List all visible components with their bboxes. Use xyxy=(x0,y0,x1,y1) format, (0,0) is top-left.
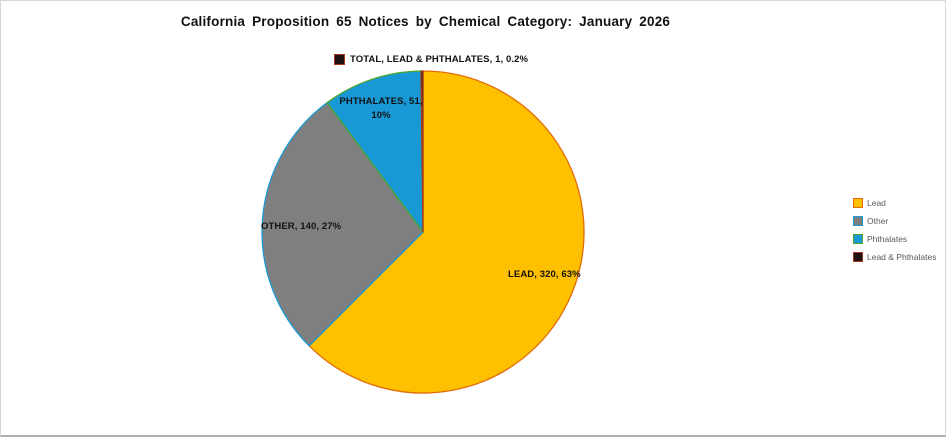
legend-label: Lead & Phthalates xyxy=(867,251,937,262)
pie-slice-other[interactable] xyxy=(261,101,424,347)
legend-item-phthalates[interactable]: Phthalates xyxy=(853,233,936,244)
data-label-phthalates: PHTHALATES, 51, 10% xyxy=(338,95,424,123)
data-label-lead: LEAD, 320, 63% xyxy=(508,269,581,280)
data-label-lead-and-phthalates: TOTAL, LEAD & PHTHALATES, 1, 0.2% xyxy=(334,54,528,65)
pie-slice-lead-phthalates[interactable] xyxy=(420,70,424,233)
data-label-text: TOTAL, LEAD & PHTHALATES, 1, 0.2% xyxy=(350,54,529,65)
data-label-text: PHTHALATES, 51, xyxy=(339,96,423,107)
legend-item-lead[interactable]: Lead xyxy=(853,197,936,208)
legend-item-lead-and-phthalates[interactable]: Lead & Phthalates xyxy=(853,251,936,262)
lead-and-phthalates-marker-icon xyxy=(334,54,345,65)
lead-swatch-icon xyxy=(853,197,863,208)
lead-and-phthalates-swatch-icon xyxy=(853,251,863,262)
pie-slice-lead[interactable] xyxy=(308,70,585,394)
pie-slice-phthalates[interactable] xyxy=(326,70,424,235)
legend-label: Other xyxy=(867,215,889,226)
legend-item-other[interactable]: Other xyxy=(853,215,936,226)
phthalates-swatch-icon xyxy=(853,233,863,244)
other-swatch-icon xyxy=(853,215,863,226)
legend-label: Lead xyxy=(867,197,886,208)
data-label-other: OTHER, 140, 27% xyxy=(261,221,342,232)
legend-label: Phthalates xyxy=(867,233,908,244)
data-label-text: 10% xyxy=(371,110,391,121)
chart-legend: Lead Other Phthalates Lead & Phthalates xyxy=(853,197,936,262)
chart-title: California Proposition 65 Notices by Che… xyxy=(180,14,671,29)
